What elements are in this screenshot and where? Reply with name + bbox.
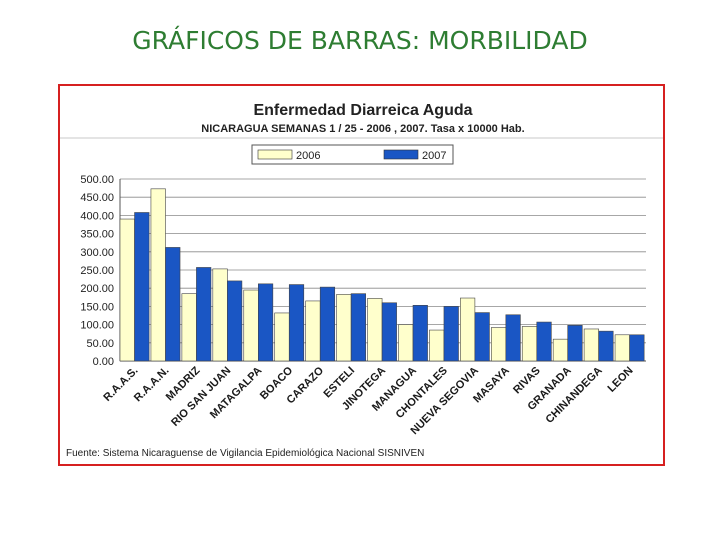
y-tick-label: 0.00 (93, 356, 114, 368)
bar-2006 (490, 327, 507, 362)
bar-2006 (305, 300, 321, 362)
bar-2006 (367, 298, 383, 362)
bar-2006 (521, 326, 538, 362)
bar-2007 (412, 305, 428, 362)
bar-2006 (460, 297, 476, 362)
bar-2007 (381, 302, 397, 362)
bar-2007 (165, 247, 181, 362)
bar-2007 (567, 325, 583, 362)
bar-2006 (552, 338, 569, 362)
bar-2007 (443, 306, 459, 362)
legend-swatch-2007 (383, 149, 419, 160)
bar-2007 (629, 334, 645, 362)
bar-2007 (134, 212, 150, 362)
bar-2006 (429, 329, 445, 362)
y-tick-label: 50.00 (86, 338, 114, 350)
bar-2006 (212, 268, 228, 362)
y-tick-label: 450.00 (80, 192, 114, 204)
y-tick-label: 500.00 (80, 174, 114, 186)
legend-label-2007: 2007 (422, 150, 446, 162)
y-tick-label: 200.00 (80, 283, 114, 295)
x-tick-label: LEON (606, 365, 636, 395)
chart-source: Fuente: Sistema Nicaraguense de Vigilanc… (66, 448, 424, 459)
bar-2007 (288, 284, 305, 362)
bar-2006 (243, 289, 259, 362)
y-tick-label: 350.00 (80, 229, 114, 241)
bar-2006 (274, 312, 290, 362)
bar-2006 (336, 294, 352, 362)
bar-2007 (227, 280, 243, 362)
bar-2007 (319, 286, 336, 362)
bar-2006 (181, 293, 197, 362)
bar-2007 (350, 293, 366, 362)
y-tick-label: 400.00 (80, 210, 114, 222)
chart-subtitle: NICARAGUA SEMANAS 1 / 25 - 2006 , 2007. … (201, 123, 524, 135)
y-tick-label: 100.00 (80, 320, 114, 332)
bar-2007 (536, 321, 552, 362)
y-tick-label: 250.00 (80, 265, 114, 277)
bar-2007 (258, 283, 274, 362)
bar-2006 (119, 218, 135, 362)
y-tick-label: 150.00 (80, 301, 114, 313)
bar-2006 (583, 328, 599, 362)
slide-title: GRÁFICOS DE BARRAS: MORBILIDAD (132, 26, 588, 55)
bar-2007 (196, 267, 212, 362)
bar-2006 (398, 324, 414, 362)
bar-2006 (614, 334, 630, 362)
chart-header-band (60, 86, 663, 138)
chart-frame: Enfermedad Diarreica Aguda NICARAGUA SEMA… (58, 84, 665, 466)
bar-2007 (505, 314, 521, 362)
bar-2006 (150, 188, 166, 362)
legend-swatch-2006 (257, 149, 293, 160)
bar-2007 (474, 312, 490, 362)
chart-title: Enfermedad Diarreica Aguda (253, 102, 472, 119)
legend-label-2006: 2006 (296, 150, 320, 162)
y-tick-label: 300.00 (80, 247, 114, 259)
bar-2007 (598, 330, 614, 362)
x-tick-label: CHINANDEGA (544, 365, 605, 426)
bar-chart: Enfermedad Diarreica Aguda NICARAGUA SEMA… (60, 86, 663, 459)
